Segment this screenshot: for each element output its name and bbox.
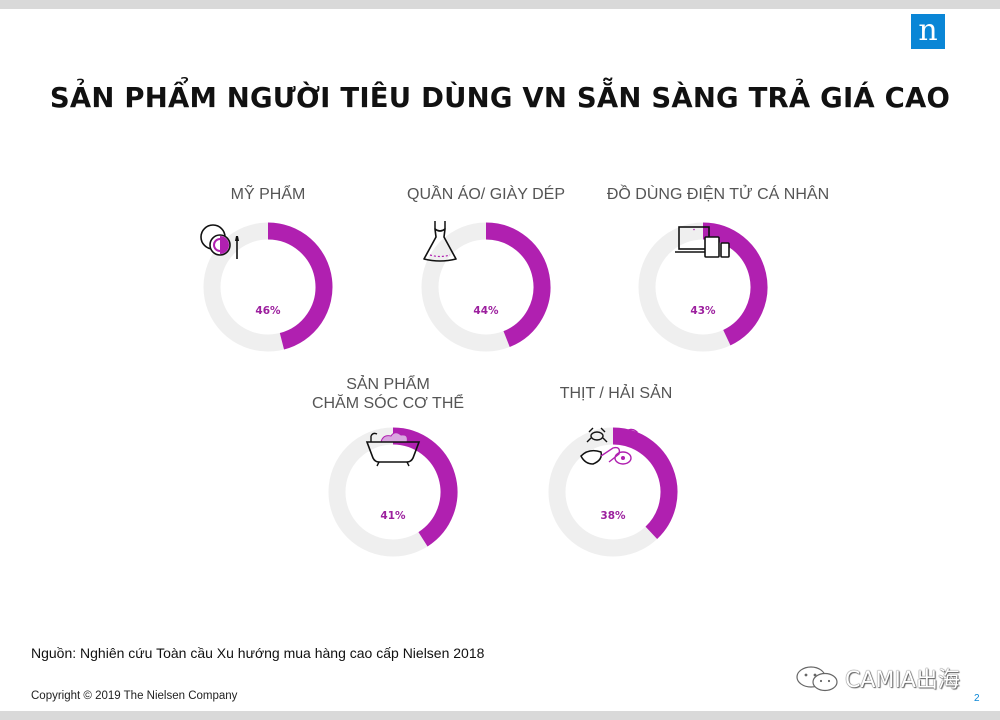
donut-svg (638, 222, 768, 352)
page-number: 2 (974, 693, 980, 704)
donut-svg (203, 222, 333, 352)
watermark: CAMIA出海 (845, 668, 960, 693)
donut-arc-electronics (702, 222, 768, 346)
label-line: CHĂM SÓC CƠ THỂ (311, 395, 465, 412)
label-line: ĐỒ DÙNG ĐIỆN TỬ CÁ NHÂN (606, 186, 830, 203)
label-cosmetics: MỸ PHẨM (168, 185, 368, 204)
meat-seafood-icon (580, 427, 638, 465)
label-clothing: QUẦN ÁO/ GIÀY DÉP (386, 185, 586, 204)
dress-icon (423, 221, 457, 262)
label-meat-seafood: THỊT / HẢI SẢN (516, 384, 716, 403)
donut-svg (421, 222, 551, 352)
value-label: 46% (255, 305, 281, 317)
value-label: 38% (600, 510, 626, 522)
bathtub-icon (365, 432, 421, 467)
label-line: QUẦN ÁO/ GIÀY DÉP (407, 186, 565, 203)
value-label: 43% (690, 305, 716, 317)
label-line: SẢN PHẨM (346, 376, 430, 393)
donut-cosmetics: 46% (198, 217, 338, 357)
donut-body-care: 41% (323, 422, 463, 562)
top-bar (0, 0, 1000, 9)
value-label: 44% (473, 305, 499, 317)
slide-title: SẢN PHẨM NGƯỜI TIÊU DÙNG VN SẴN SÀNG TRẢ… (49, 82, 951, 114)
nielsen-logo: n (911, 14, 945, 49)
donut-svg (548, 427, 678, 557)
devices-icon (675, 226, 730, 258)
donut-meat-seafood: 38% (543, 422, 683, 562)
donut-clothing: 44% (416, 217, 556, 357)
label-body-care: SẢN PHẨM CHĂM SÓC CƠ THỂ (288, 375, 488, 413)
wechat-icon (796, 666, 838, 692)
label-electronics: ĐỒ DÙNG ĐIỆN TỬ CÁ NHÂN (593, 185, 843, 204)
source-note: Nguồn: Nghiên cứu Toàn cầu Xu hướng mua … (31, 645, 485, 661)
donut-arc-body-care (392, 427, 458, 547)
copyright: Copyright © 2019 The Nielsen Company (31, 690, 238, 702)
value-label: 41% (380, 510, 406, 522)
cosmetics-icon (200, 224, 239, 259)
donut-arc-meat-seafood (612, 427, 678, 540)
bottom-bar (0, 711, 1000, 720)
donut-arc-clothing (485, 222, 551, 347)
donut-electronics: 43% (633, 217, 773, 357)
label-line: MỸ PHẨM (230, 186, 306, 203)
label-line: THỊT / HẢI SẢN (559, 385, 673, 402)
donut-arc-cosmetics (267, 222, 333, 350)
